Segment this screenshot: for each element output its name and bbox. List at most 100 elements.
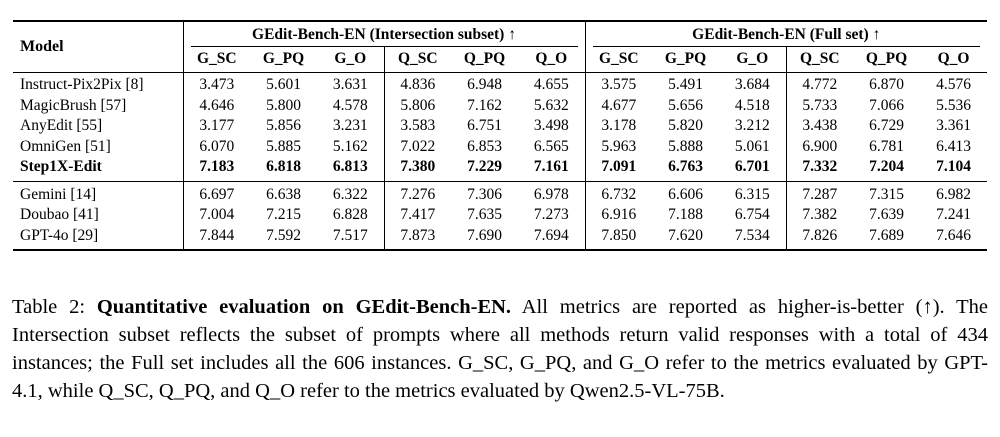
- table-row: OmniGen [51] 6.070 5.885 5.162 7.022 6.853 6.5…: [13, 136, 987, 157]
- table-2-figure: Model GEdit-Bench-EN (Intersection subse…: [13, 20, 987, 251]
- full-set-group-header: GEdit-Bench-EN (Full set) ↑: [584, 21, 987, 47]
- value-cell: 6.751: [467, 117, 502, 134]
- value-cell: 7.104: [936, 158, 971, 175]
- table-row: Instruct-Pix2Pix [8] 3.473 5.601 3.631 4.836…: [13, 72, 987, 96]
- value-cell: 6.638: [250, 180, 317, 205]
- value-cell: 7.066: [869, 96, 904, 114]
- value-cell: 7.646: [936, 226, 971, 244]
- value-cell: 6.870: [869, 76, 904, 93]
- value-cell: 3.684: [734, 76, 770, 93]
- value-cell: 4.576: [936, 76, 971, 93]
- value-cell: 7.004: [182, 205, 250, 226]
- table-row: AnyEdit [55] 3.177 5.856 3.231 3.583 6.751 3.4…: [13, 116, 987, 137]
- value-cell: 7.188: [668, 206, 703, 223]
- value-cell: 7.689: [869, 226, 904, 244]
- value-cell: 7.215: [266, 206, 301, 223]
- value-cell: 7.204: [869, 158, 904, 175]
- value-cell: 6.606: [652, 180, 719, 205]
- value-cell: 6.978: [518, 180, 585, 205]
- model-column-header: Model: [13, 21, 183, 73]
- value-cell: 7.161: [533, 158, 569, 175]
- value-cell: 5.162: [332, 137, 368, 155]
- value-cell: 5.632: [533, 96, 569, 114]
- results-table: Model GEdit-Bench-EN (Intersection subse…: [13, 20, 987, 251]
- value-cell: 7.382: [785, 205, 853, 226]
- value-cell: 7.844: [182, 225, 250, 250]
- value-cell: 7.315: [853, 180, 920, 205]
- value-cell: 6.763: [668, 158, 703, 175]
- value-cell: 7.306: [451, 180, 518, 205]
- value-cell: 6.818: [266, 158, 301, 175]
- value-cell: 6.781: [869, 137, 904, 155]
- value-cell: 4.578: [332, 96, 368, 114]
- table-row: GPT-4o [29] 7.844 7.592 7.517 7.873 7.690 7.69…: [13, 225, 987, 250]
- model-name-cell: AnyEdit [55]: [20, 117, 103, 134]
- open-models-group: Instruct-Pix2Pix [8] 3.473 5.601 3.631 4.836…: [13, 72, 987, 181]
- value-cell: 7.276: [383, 180, 451, 205]
- value-cell: 3.212: [734, 117, 770, 134]
- value-cell: 4.518: [734, 96, 770, 114]
- value-cell: 5.806: [383, 95, 451, 116]
- value-cell: 6.315: [719, 180, 786, 205]
- value-cell: 5.601: [266, 76, 301, 93]
- value-cell: 6.853: [467, 137, 502, 155]
- value-cell: 7.620: [668, 226, 703, 244]
- value-cell: 7.850: [584, 225, 652, 250]
- value-cell: 7.517: [332, 226, 368, 244]
- value-cell: 3.177: [182, 116, 250, 137]
- value-cell: 7.241: [936, 206, 971, 223]
- value-cell: 4.677: [584, 95, 652, 116]
- model-name-cell: OmniGen [51]: [20, 137, 111, 155]
- value-cell: 6.322: [317, 180, 384, 205]
- value-cell: 5.656: [668, 96, 703, 114]
- table-row: Doubao [41] 7.004 7.215 6.828 7.417 7.635 7.27…: [13, 205, 987, 226]
- value-cell: 7.873: [383, 225, 451, 250]
- value-cell: 3.231: [332, 117, 368, 134]
- value-cell: 7.380: [383, 157, 451, 181]
- value-cell: 7.022: [383, 136, 451, 157]
- value-cell: 7.417: [383, 205, 451, 226]
- value-cell: 3.473: [182, 72, 250, 96]
- value-cell: 5.963: [584, 136, 652, 157]
- value-cell: 6.565: [533, 137, 569, 155]
- table-row: Step1X-Edit 7.183 6.818 6.813 7.380 7.229 7.16…: [13, 157, 987, 181]
- value-cell: 6.732: [584, 180, 652, 205]
- value-cell: 7.287: [785, 180, 853, 205]
- metric-column-header: G_O: [719, 47, 786, 73]
- value-cell: 4.655: [533, 76, 569, 93]
- value-cell: 7.091: [584, 157, 652, 181]
- value-cell: 6.900: [785, 136, 853, 157]
- group-header-row: Model GEdit-Bench-EN (Intersection subse…: [13, 21, 987, 73]
- table-row: Gemini [14] 6.697 6.638 6.322 7.276 7.306 6.97…: [13, 180, 987, 205]
- caption-body: All metrics are reported as higher-is-be…: [12, 296, 988, 402]
- model-name-cell: Instruct-Pix2Pix [8]: [20, 76, 144, 93]
- value-cell: 5.061: [734, 137, 770, 155]
- value-cell: 3.498: [533, 117, 569, 134]
- caption-title: Quantitative evaluation on GEdit-Bench-E…: [96, 296, 512, 318]
- model-name-cell: Step1X-Edit: [20, 158, 102, 175]
- metric-column-header: G_SC: [182, 47, 250, 73]
- metric-column-header: G_PQ: [652, 47, 719, 73]
- value-cell: 3.438: [785, 116, 853, 137]
- model-name-cell: MagicBrush [57]: [20, 96, 127, 114]
- value-cell: 5.536: [936, 96, 971, 114]
- metric-column-header: Q_PQ: [451, 47, 518, 73]
- value-cell: 4.772: [785, 72, 853, 96]
- value-cell: 5.491: [668, 76, 703, 93]
- value-cell: 5.856: [266, 117, 301, 134]
- value-cell: 7.534: [734, 226, 770, 244]
- value-cell: 7.183: [182, 157, 250, 181]
- value-cell: 5.885: [266, 137, 301, 155]
- value-cell: 3.631: [332, 76, 368, 93]
- value-cell: 7.229: [467, 158, 502, 175]
- value-cell: 4.646: [182, 95, 250, 116]
- metric-column-header: Q_O: [920, 47, 987, 73]
- value-cell: 5.733: [785, 95, 853, 116]
- value-cell: 6.813: [332, 158, 368, 175]
- value-cell: 7.694: [533, 226, 569, 244]
- value-cell: 3.178: [584, 116, 652, 137]
- model-name-cell: GPT-4o [29]: [20, 226, 99, 244]
- value-cell: 6.948: [467, 76, 502, 93]
- model-name-cell: Gemini [14]: [13, 180, 183, 205]
- value-cell: 7.826: [785, 225, 853, 250]
